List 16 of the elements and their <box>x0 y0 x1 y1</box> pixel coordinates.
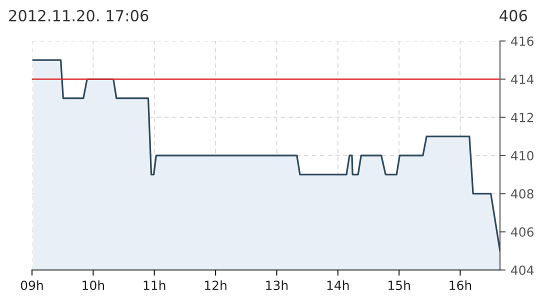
x-tick-label: 14h <box>327 280 349 290</box>
y-tick-label: 410 <box>511 150 534 160</box>
x-tick-label: 15h <box>388 280 410 290</box>
chart-title: 2012.11.20. 17:06 <box>9 10 148 22</box>
y-tick-label: 416 <box>511 36 534 46</box>
y-tick-label: 412 <box>511 112 534 122</box>
x-tick-label: 11h <box>144 280 166 290</box>
x-tick-label: 12h <box>204 280 226 290</box>
x-tick-label: 13h <box>266 280 288 290</box>
y-tick-label: 406 <box>511 227 534 237</box>
y-tick-label: 414 <box>511 74 534 84</box>
y-tick-label: 404 <box>511 265 534 275</box>
x-tick-label: 16h <box>450 280 472 290</box>
x-tick-label: 10h <box>82 280 104 290</box>
x-tick-label: 09h <box>20 280 43 290</box>
y-tick-label: 408 <box>511 189 534 199</box>
